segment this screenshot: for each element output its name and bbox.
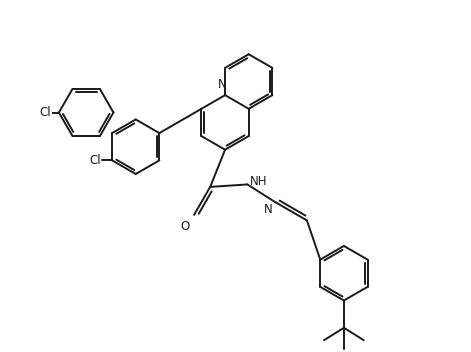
Text: Cl: Cl (89, 154, 101, 167)
Text: NH: NH (249, 175, 267, 188)
Text: Cl: Cl (40, 106, 51, 119)
Text: O: O (181, 220, 190, 233)
Text: N: N (264, 203, 273, 216)
Text: N: N (218, 78, 227, 91)
